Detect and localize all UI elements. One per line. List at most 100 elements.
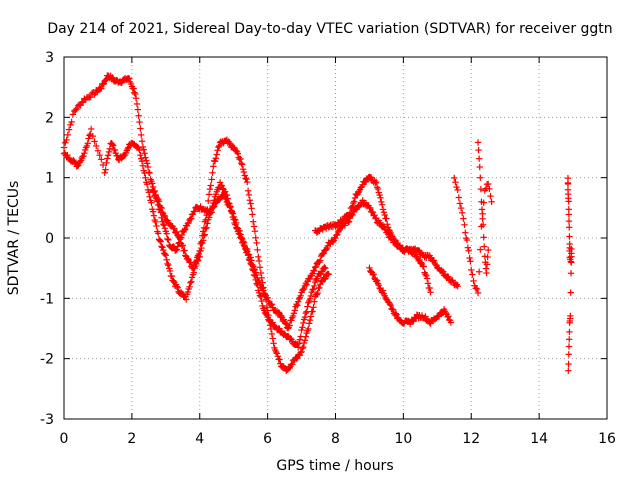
data-point	[94, 147, 102, 154]
data-point	[391, 236, 399, 244]
data-point	[101, 169, 108, 177]
data-point	[212, 155, 220, 162]
data-point	[132, 95, 140, 102]
data-point	[232, 221, 239, 228]
data-point	[377, 194, 384, 202]
data-point	[311, 267, 318, 275]
chart-title: Day 214 of 2021, Sidereal Day-to-day VTE…	[47, 21, 612, 37]
data-point	[268, 330, 276, 338]
data-point	[366, 264, 373, 272]
data-point	[85, 135, 92, 142]
data-point	[465, 247, 472, 254]
data-point	[205, 191, 213, 198]
data-point	[102, 77, 109, 84]
data-point	[250, 265, 258, 273]
data-point	[156, 237, 164, 244]
data-point	[196, 253, 203, 261]
data-point	[567, 270, 575, 277]
data-point	[349, 203, 356, 210]
data-point	[311, 298, 318, 305]
data-point	[424, 280, 432, 287]
data-point	[91, 138, 98, 145]
x-tick-label: 4	[195, 431, 204, 447]
data-point	[317, 257, 324, 264]
x-tick-label: 10	[394, 431, 412, 447]
data-point	[181, 226, 188, 234]
y-tick-label: -3	[40, 412, 54, 428]
data-point	[182, 296, 190, 303]
data-point	[270, 340, 277, 347]
data-point	[374, 185, 382, 193]
data-point	[462, 229, 469, 236]
data-point	[104, 152, 112, 159]
data-point	[266, 322, 274, 329]
data-point	[379, 287, 387, 294]
data-point	[256, 280, 264, 288]
data-point	[307, 292, 315, 300]
data-point	[142, 174, 149, 181]
data-point	[104, 155, 111, 162]
data-point	[137, 125, 144, 132]
data-point	[481, 253, 489, 260]
data-point	[300, 285, 308, 293]
data-point	[463, 236, 471, 244]
data-point	[567, 289, 574, 296]
data-point	[209, 169, 216, 176]
data-point	[423, 275, 431, 282]
data-point	[170, 277, 177, 285]
data-point	[184, 255, 192, 263]
data-point	[158, 204, 165, 212]
data-point	[87, 93, 94, 101]
data-point	[63, 136, 70, 144]
data-point	[60, 144, 68, 151]
data-point	[238, 160, 245, 167]
data-point	[384, 221, 391, 228]
data-point	[275, 309, 282, 316]
series-arc-C	[149, 179, 434, 332]
x-axis-label: GPS time / hours	[276, 458, 393, 474]
data-point	[206, 185, 214, 193]
data-point	[320, 250, 327, 257]
data-point	[146, 193, 153, 200]
data-point	[259, 302, 266, 310]
y-tick-label: -2	[40, 352, 54, 368]
data-point	[210, 163, 217, 170]
data-point	[485, 246, 492, 254]
data-point	[199, 237, 207, 244]
data-point	[375, 281, 382, 289]
data-point	[222, 188, 229, 195]
data-point	[216, 179, 224, 186]
data-point	[565, 198, 572, 205]
data-point	[64, 131, 72, 139]
series-arc-G	[474, 139, 492, 277]
data-point	[369, 271, 377, 279]
data-point	[486, 185, 493, 193]
data-point	[157, 238, 164, 245]
data-point	[165, 261, 172, 269]
data-point	[65, 126, 73, 133]
data-point	[305, 325, 312, 333]
x-tick-label: 14	[530, 431, 548, 447]
data-point	[249, 261, 256, 269]
data-point	[282, 319, 289, 327]
data-point	[293, 355, 300, 362]
data-point	[445, 313, 452, 320]
series-arc-E	[366, 264, 455, 328]
data-point	[453, 183, 460, 191]
data-point	[565, 351, 572, 358]
data-point	[165, 236, 172, 244]
y-tick-label: 0	[45, 231, 54, 247]
data-point	[475, 268, 483, 275]
data-point	[214, 147, 221, 154]
data-point	[163, 230, 170, 237]
data-point	[160, 246, 167, 254]
data-point	[249, 211, 256, 218]
data-point	[190, 269, 198, 276]
data-point	[186, 283, 193, 291]
data-point	[164, 235, 171, 243]
data-point	[464, 244, 472, 251]
data-point	[111, 146, 119, 154]
data-point	[154, 230, 162, 237]
data-point	[109, 141, 116, 148]
data-point	[477, 185, 485, 193]
